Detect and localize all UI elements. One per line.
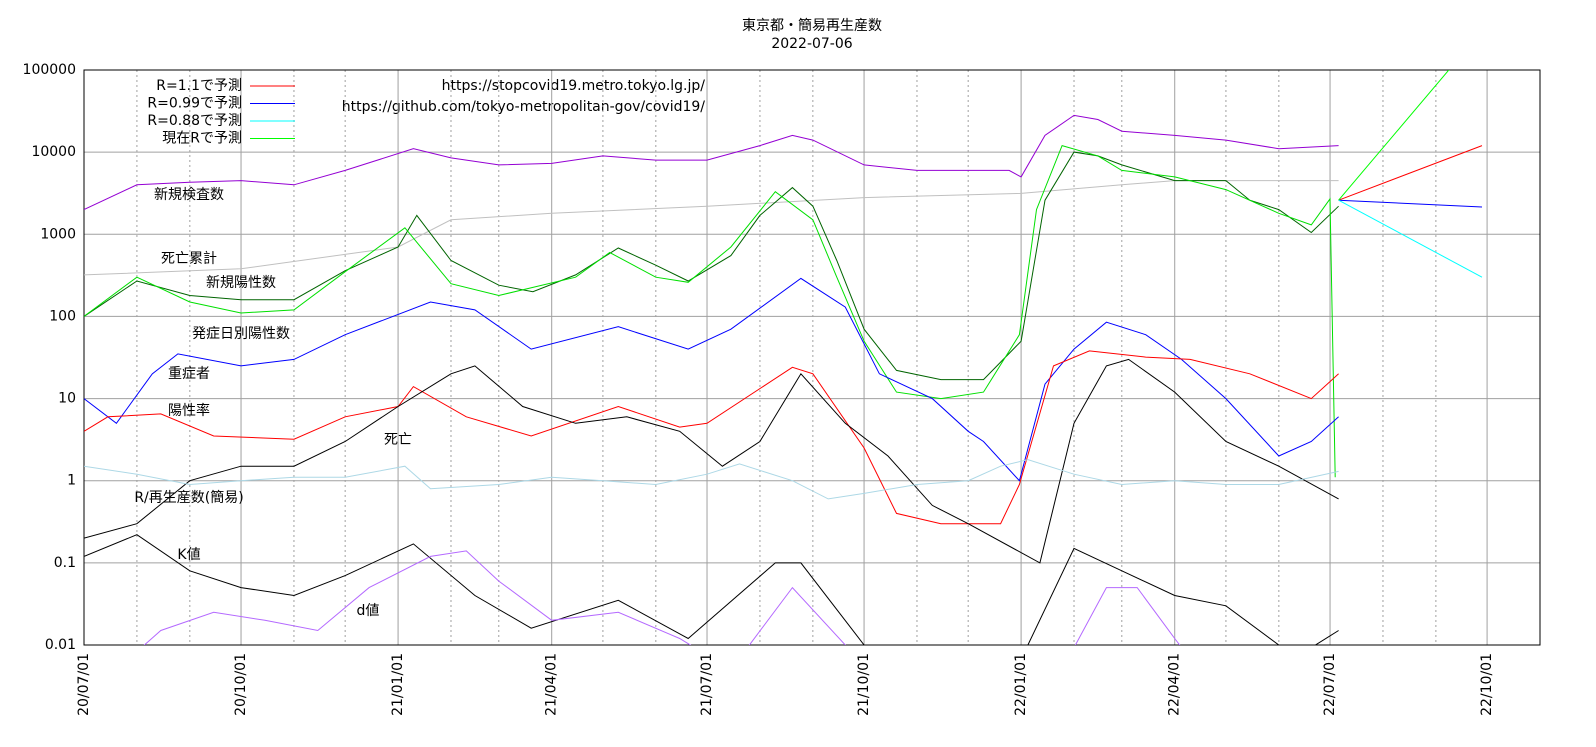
chart-subtitle: 2022-07-06 [771, 36, 852, 52]
series-line [84, 180, 1339, 276]
x-tick-label: 22/04/01 [1167, 653, 1183, 716]
series-line [84, 358, 1339, 564]
series-line [1338, 199, 1483, 208]
series-line [1338, 70, 1450, 201]
series-line [84, 114, 1339, 211]
series-label: 死亡累計 [161, 251, 217, 267]
source-url: https://github.com/tokyo-metropolitan-go… [342, 99, 706, 115]
x-tick-label: 20/10/01 [233, 653, 249, 716]
y-tick-label: 1 [67, 473, 76, 489]
series-line [84, 534, 1339, 645]
series-line [84, 277, 1339, 482]
plot-area [84, 70, 1483, 645]
series-line [84, 151, 1339, 381]
series-line [143, 550, 1181, 645]
legend-label: 現在Rで予測 [162, 131, 242, 147]
x-tick-label: 20/07/01 [76, 653, 92, 716]
x-tick-label: 21/10/01 [856, 653, 872, 716]
x-tick-label: 22/10/01 [1479, 653, 1495, 716]
series-line [1338, 199, 1483, 278]
x-tick-label: 21/07/01 [699, 653, 715, 716]
series-label: 死亡 [384, 432, 412, 448]
y-tick-label: 1000 [40, 226, 76, 242]
series-label: 新規検査数 [154, 187, 224, 203]
series-line [84, 459, 1339, 500]
chart-title: 東京都・簡易再生産数 [742, 18, 882, 34]
x-tick-label: 22/07/01 [1322, 653, 1338, 716]
series-label: 重症者 [168, 366, 210, 382]
y-tick-label: 100000 [23, 62, 76, 78]
series-label: 新規陽性数 [206, 275, 276, 291]
y-tick-label: 10 [58, 391, 76, 407]
x-tick-label: 22/01/01 [1013, 653, 1029, 716]
series-label: R/再生産数(簡易) [134, 490, 243, 506]
series-label: d値 [357, 603, 380, 619]
y-tick-label: 0.01 [45, 637, 76, 653]
legend-label: R=0.88で予測 [147, 113, 242, 129]
x-tick-label: 21/01/01 [390, 653, 406, 716]
y-tick-label: 0.1 [54, 555, 76, 571]
series-label: 発症日別陽性数 [192, 326, 290, 342]
y-tick-label: 10000 [31, 144, 76, 160]
series-label: 陽性率 [168, 402, 210, 419]
x-tick-label: 21/04/01 [544, 653, 560, 716]
legend-label: R=1.1で予測 [156, 78, 242, 94]
y-tick-label: 100 [49, 308, 76, 324]
plot-frame [83, 69, 1541, 646]
legend-label: R=0.99で予測 [147, 96, 242, 112]
source-url: https://stopcovid19.metro.tokyo.lg.jp/ [442, 78, 706, 94]
series-line [84, 144, 1336, 478]
series-line [84, 350, 1339, 525]
series-label: K値 [177, 547, 200, 563]
series-line [1338, 145, 1483, 201]
